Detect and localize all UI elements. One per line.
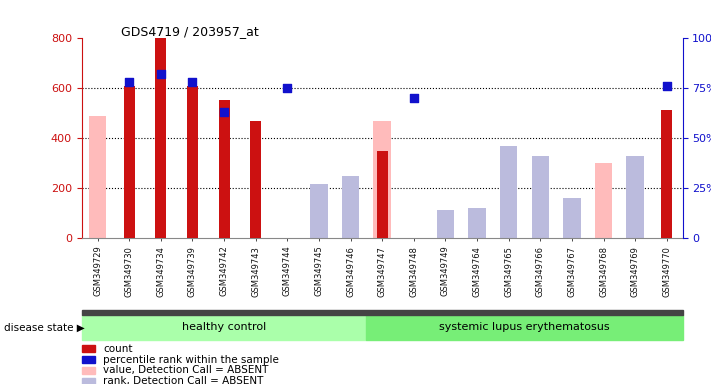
Point [187, 79, 198, 85]
Bar [377, 151, 387, 238]
Bar [89, 116, 106, 238]
Text: percentile rank within the sample: percentile rank within the sample [103, 354, 279, 364]
Point [218, 109, 230, 115]
Bar [187, 86, 198, 238]
Text: count: count [103, 344, 132, 354]
Bar [469, 208, 486, 238]
Bar [310, 184, 328, 238]
Point [408, 95, 419, 101]
Point [661, 83, 673, 89]
Text: systemic lupus erythematosus: systemic lupus erythematosus [439, 322, 610, 333]
Bar [595, 163, 612, 238]
Bar [626, 156, 644, 238]
Bar [342, 176, 359, 238]
Bar [124, 86, 134, 238]
Bar [155, 38, 166, 238]
Text: value, Detection Call = ABSENT: value, Detection Call = ABSENT [103, 365, 269, 375]
Bar [310, 214, 328, 238]
Text: rank, Detection Call = ABSENT: rank, Detection Call = ABSENT [103, 376, 264, 384]
Bar [342, 176, 359, 238]
Bar [373, 121, 391, 238]
Text: GDS4719 / 203957_at: GDS4719 / 203957_at [121, 25, 259, 38]
Bar [500, 146, 518, 238]
Text: healthy control: healthy control [182, 322, 266, 333]
Point [124, 79, 135, 85]
Bar [563, 198, 581, 238]
Bar [250, 121, 261, 238]
Point [155, 71, 166, 78]
Bar [218, 99, 230, 238]
Text: disease state ▶: disease state ▶ [4, 322, 85, 333]
Point [282, 85, 293, 91]
Bar [532, 156, 549, 238]
Bar [661, 109, 673, 238]
Bar [563, 198, 581, 238]
Bar [437, 210, 454, 238]
